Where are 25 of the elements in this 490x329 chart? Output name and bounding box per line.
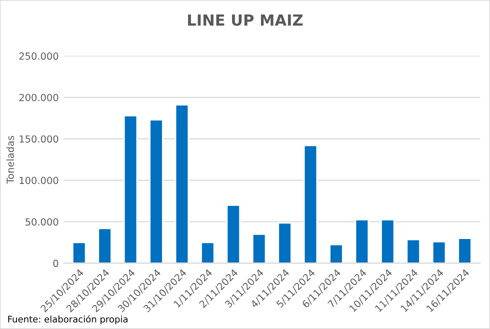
y-axis-title: Toneladas xyxy=(6,136,14,184)
y-tick-label: 50.000 xyxy=(26,218,58,226)
bar xyxy=(149,119,164,264)
bar xyxy=(252,233,266,264)
bar xyxy=(303,144,318,264)
y-tick-label: 0 xyxy=(53,260,58,268)
bar xyxy=(380,218,395,264)
bar xyxy=(174,104,190,264)
y-tick-label: 150.000 xyxy=(20,135,58,143)
y-tick-label: 100.000 xyxy=(20,176,58,184)
y-tick-label: 200.000 xyxy=(19,94,58,102)
bar xyxy=(123,114,138,264)
bar xyxy=(432,240,446,264)
source-note: Fuente: elaboración propia xyxy=(8,315,128,324)
y-tick-label: 250.000 xyxy=(19,52,58,60)
bar xyxy=(200,242,215,264)
bar xyxy=(226,204,241,264)
chart-title: LINE UP MAIZ xyxy=(188,14,303,26)
bar xyxy=(406,238,420,264)
bar xyxy=(278,222,292,264)
bar xyxy=(354,218,370,264)
bar xyxy=(72,242,86,264)
bar xyxy=(458,238,472,264)
bar xyxy=(329,244,344,264)
bar xyxy=(98,228,112,264)
